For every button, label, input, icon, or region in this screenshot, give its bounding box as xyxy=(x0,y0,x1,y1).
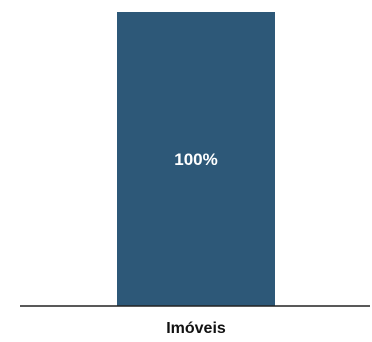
bar-0 xyxy=(117,12,275,306)
x-tick-label-0: Imóveis xyxy=(166,320,226,337)
labels-group: 100% Imóveis xyxy=(166,150,226,337)
bar-data-label-0: 100% xyxy=(174,150,217,169)
bars-group xyxy=(117,12,275,306)
